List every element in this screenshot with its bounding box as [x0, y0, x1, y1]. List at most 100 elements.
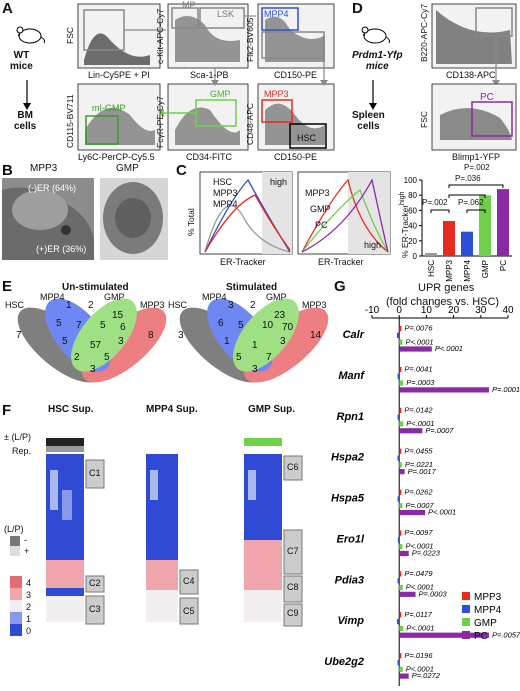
upr-xticklabel: -10: [365, 305, 380, 316]
hm-scale-1: 1: [26, 614, 32, 624]
venn-left-count: 15: [112, 310, 124, 321]
venn-right-count: 3: [252, 364, 258, 375]
er-bar-bracket: [448, 184, 504, 188]
hm-rowlabel-lp: ± (L/P): [4, 432, 31, 442]
axis-p5-x: CD34-FITC: [186, 152, 233, 162]
hist-xlabel-right: ER-Tracker: [318, 257, 364, 267]
hist2-legend-gmp: GMP: [310, 204, 331, 214]
er-bar-yticklabel: 40: [408, 222, 417, 231]
hm-scale-3: 3: [26, 590, 32, 600]
hm-title-gmp: GMP Sup.: [248, 404, 296, 415]
upr-bar-mpp4: [397, 578, 400, 584]
upr-bar-mpp3: [399, 448, 402, 454]
axis-p1-x: Lin-Cy5PE + PI: [88, 70, 150, 80]
er-bar-bracket: [448, 194, 486, 198]
er-bar-bracket: [430, 209, 450, 213]
er-bar-hsc: [425, 252, 437, 256]
upr-pval: P=.0097: [404, 528, 433, 537]
upr-pval: P<.0001: [405, 542, 433, 551]
upr-gene-label: Calr: [343, 329, 365, 341]
upr-pval: P<.0001: [406, 624, 434, 633]
venn-right-count: 7: [266, 352, 272, 363]
venn-right-count: 10: [262, 320, 274, 331]
gate-migmp: mI-GMP: [92, 103, 126, 113]
er-bar-xticklabel: MPP3: [445, 259, 454, 281]
venn-l-set-mpp4: MPP4: [40, 292, 65, 302]
hm-scale-2: 2: [26, 602, 32, 612]
cluster-c2: C2: [89, 578, 101, 588]
er-plus-label: (+)ER (36%): [36, 244, 87, 254]
upr-bar-pc: [399, 673, 409, 679]
upr-bar-mpp4: [397, 659, 400, 666]
axis-d1-x: CD138-APC: [446, 70, 496, 80]
upr-pval: P=.0262: [404, 487, 433, 496]
upr-pval: P=.0142: [404, 405, 433, 414]
axis-p2-x: Sca-1-PB: [190, 70, 229, 80]
upr-bar-mpp3: [399, 326, 402, 332]
upr-legend-swatch: [462, 592, 470, 600]
upr-bar-mpp3: [399, 407, 402, 413]
upr-bar-mpp4: [397, 496, 400, 502]
panel-f-label: F: [2, 402, 12, 419]
upr-pval: P=.0007: [425, 426, 454, 435]
venn-left-count: 3: [90, 364, 96, 375]
organism-label-d: Prdm1-Yfp mice: [352, 50, 403, 72]
upr-bar-pc: [399, 550, 409, 557]
cluster-c4: C4: [183, 576, 195, 586]
upr-gene-label: Hspa5: [331, 493, 365, 505]
venn-right-count: 2: [250, 300, 256, 311]
er-bar-pc: [497, 189, 509, 256]
upr-gene-label: Hspa2: [331, 452, 364, 464]
cluster-c5: C5: [183, 606, 195, 616]
upr-bar-pc: [399, 387, 489, 393]
upr-pval: P=.0223: [412, 549, 441, 558]
venn-r-set-mpp3: MPP3: [302, 300, 327, 310]
upr-legend-label: PC: [474, 631, 488, 642]
upr-bar-mpp4: [397, 373, 400, 379]
upr-bar-pc: [399, 632, 489, 638]
upr-pval: P<.0001: [428, 508, 456, 517]
upr-bar-mpp3: [399, 653, 402, 659]
upr-bar-mpp3: [399, 530, 402, 536]
panel-a-label: A: [2, 0, 13, 17]
cluster-c7: C7: [287, 546, 299, 556]
venn-left-count: 5: [62, 336, 68, 347]
er-bar-xticklabel: HSC: [427, 260, 436, 277]
upr-bar-mpp3: [399, 489, 402, 495]
upr-legend-label: GMP: [474, 618, 497, 629]
upr-xticklabel: 40: [502, 305, 514, 316]
hm-title-hsc: HSC Sup.: [48, 404, 94, 415]
hm-legend-plus: +: [24, 546, 30, 556]
hm-legend-title: (L/P): [4, 524, 24, 534]
pval-4: P=.062: [458, 198, 484, 207]
upr-pval: P=.0272: [412, 671, 441, 680]
upr-gene-label: Ero1l: [336, 533, 364, 545]
upr-gene-label: Manf: [338, 370, 365, 382]
mouse-icon-d: [355, 24, 393, 44]
upr-bar-pc: [399, 428, 423, 434]
upr-gene-label: Rpn1: [337, 411, 365, 423]
venn-left-count: 1: [66, 300, 72, 311]
axis-p4-x: CD150-PE: [274, 152, 318, 162]
er-bar-yticklabel: 0: [413, 252, 418, 261]
upr-title: UPR genes: [418, 282, 475, 294]
venn-left-count: 57: [90, 340, 102, 351]
venn-left-count: 3: [118, 336, 124, 347]
upr-pval: P=.0017: [408, 467, 437, 476]
venn-l-set-hsc: HSC: [5, 300, 25, 310]
upr-bar-mpp3: [399, 571, 402, 577]
source-label-a: BM cells: [14, 110, 37, 132]
venn-right-count: 14: [310, 330, 322, 341]
er-bar-mpp3: [443, 221, 455, 256]
upr-pval: P<.0001: [435, 344, 463, 353]
hist-legend-mpp4: MPP4: [213, 199, 238, 209]
hist-xlabel-left: ER-Tracker: [220, 257, 266, 267]
venn-right-title: Stimulated: [226, 282, 278, 293]
er-bar-mpp4: [461, 231, 473, 256]
upr-pval: P=.0057: [492, 630, 520, 639]
upr-bar-gmp: [399, 625, 404, 632]
gate-pc: PC: [480, 92, 494, 103]
